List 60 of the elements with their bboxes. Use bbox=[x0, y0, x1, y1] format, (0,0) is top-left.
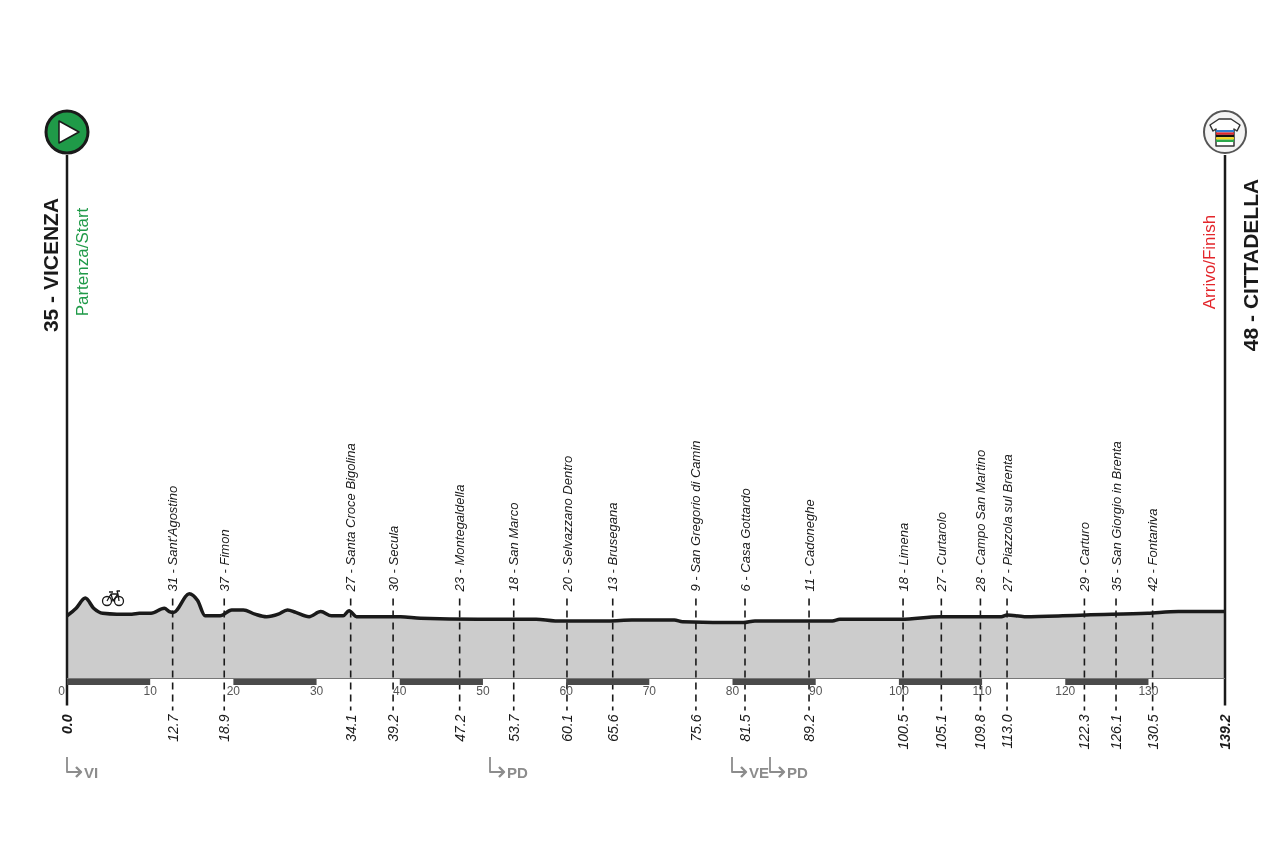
ref-line-label: 28 - Campo San Martino bbox=[972, 449, 988, 593]
x-tick-label: 80 bbox=[725, 684, 740, 699]
x2-tick-label: 126.1 bbox=[1107, 714, 1124, 750]
x2-tick-label: 12.7 bbox=[164, 713, 181, 742]
ref-line-label: 31 - Sant'Agostino bbox=[165, 485, 181, 592]
ref-line-label: 13 - Brusegana bbox=[605, 502, 621, 592]
ref-line-label: 27 - Curtarolo bbox=[933, 512, 949, 593]
x2-tick-label: 34.1 bbox=[342, 714, 359, 742]
ref-line-label: 18 - San Marco bbox=[506, 502, 522, 592]
x2-tick-label: 89.2 bbox=[800, 714, 817, 742]
ref-line-label: 30 - Secula bbox=[385, 525, 401, 592]
text: VI bbox=[84, 764, 99, 781]
x-tick-label: 40 bbox=[393, 684, 407, 699]
text: Arrivo/Finish bbox=[1200, 214, 1219, 310]
x2-tick-label: 60.1 bbox=[558, 714, 575, 742]
x2-tick-label: 18.9 bbox=[216, 714, 233, 742]
ref-line-label: 6 - Casa Gottardo bbox=[737, 488, 753, 592]
x-tick-label: 100 bbox=[888, 684, 910, 699]
ref-line-label: 27 - Santa Croce Bigolina bbox=[343, 443, 359, 593]
x2-tick-label: 109.8 bbox=[972, 714, 989, 750]
x2-tick-label: 39.2 bbox=[385, 714, 401, 742]
x2-tick-label: 100.5 bbox=[894, 714, 911, 750]
x2-tick-label: 65.6 bbox=[604, 714, 621, 742]
ref-line-label: 42 - Fontaniva bbox=[1145, 508, 1161, 592]
ref-line-label: 37 - Fimon bbox=[216, 529, 232, 592]
x-tick-label: 0 bbox=[58, 684, 66, 699]
x2-tick-label: 47.2 bbox=[451, 714, 468, 742]
x-tick-label: 10 bbox=[143, 684, 158, 699]
x2-tick-label: 105.1 bbox=[933, 714, 950, 750]
x-tick-label: 120 bbox=[1055, 684, 1076, 699]
x2-tick-label: 81.5 bbox=[736, 714, 753, 742]
ref-line-label: 20 - Selvazzano Dentro bbox=[559, 455, 575, 593]
x2-tick-label: 139.2 bbox=[1216, 714, 1233, 750]
ref-line-label: 29 - Carturo bbox=[1076, 522, 1092, 593]
x-tick-label: 70 bbox=[642, 684, 657, 699]
x-tick-label: 130 bbox=[1138, 684, 1159, 699]
ref-line-label: 9 - San Gregorio di Camin bbox=[688, 440, 704, 592]
x-tick-label: 30 bbox=[309, 684, 324, 699]
x2-tick-label: 0.0 bbox=[58, 714, 75, 734]
x2-tick-label: 53.7 bbox=[505, 713, 522, 742]
x-tick-label: 60 bbox=[559, 684, 574, 699]
ref-line-label: 18 - Limena bbox=[895, 522, 911, 592]
ref-line-label: 11 - Cadoneghe bbox=[801, 499, 817, 592]
ref-line-label: 27 - Piazzola sul Brenta bbox=[999, 454, 1015, 593]
text: PD bbox=[787, 764, 808, 781]
text: VE bbox=[749, 764, 770, 781]
x-tick-label: 20 bbox=[226, 684, 241, 699]
ref-line-label: 35 - San Giorgio in Brenta bbox=[1108, 441, 1124, 592]
x2-tick-label: 122.3 bbox=[1076, 714, 1093, 750]
x2-tick-label: 75.6 bbox=[687, 714, 704, 742]
ref-line-label: 48 - CITTADELLA bbox=[1239, 178, 1262, 352]
ref-line-label: 35 - VICENZA bbox=[39, 197, 62, 333]
x-tick-label: 110 bbox=[972, 684, 992, 699]
x-tick-label: 90 bbox=[809, 684, 823, 699]
x2-tick-label: 130.5 bbox=[1144, 714, 1161, 750]
text: Partenza/Start bbox=[73, 207, 92, 317]
x-tick-label: 50 bbox=[476, 684, 490, 699]
ref-line-label: 23 - Montegaldella bbox=[452, 484, 468, 593]
text: PD bbox=[507, 764, 528, 781]
x2-tick-label: 113.0 bbox=[998, 714, 1015, 749]
